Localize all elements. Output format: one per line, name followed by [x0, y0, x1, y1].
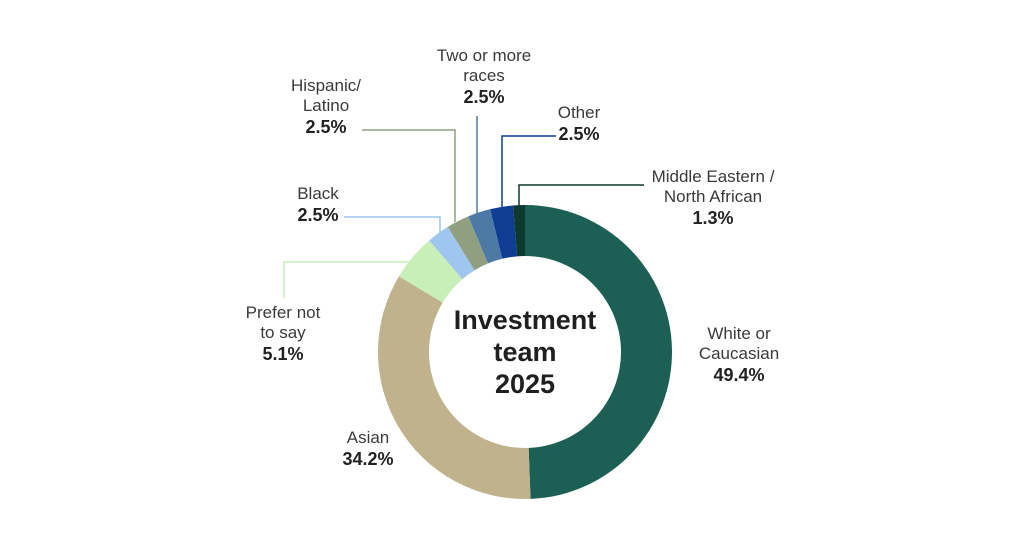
slice-label-hispanic-latino-line-2: Latino — [303, 96, 349, 115]
leader-line-other — [501, 135, 556, 208]
slice-label-other-line-1: Other — [558, 103, 601, 122]
donut-slices — [377, 205, 672, 499]
leader-lines — [283, 116, 644, 298]
leader-line-black — [344, 216, 441, 240]
leader-line-hispanic-latino — [362, 129, 456, 222]
slice-value-two-or-more-races: 2.5% — [463, 87, 504, 107]
slice-label-two-or-more-races-line-1: Two or more — [437, 46, 531, 65]
center-label-line-3: 2025 — [495, 369, 555, 399]
center-label-line-2: team — [493, 337, 556, 367]
slice-label-white-or-caucasian-line-2: Caucasian — [699, 344, 779, 363]
slice-label-asian-line-1: Asian — [347, 428, 390, 447]
leader-line-prefer-not-to-say — [283, 261, 418, 298]
slice-label-middle-eastern-north-african-line-1: Middle Eastern / — [652, 167, 775, 186]
slice-other — [490, 205, 518, 259]
slice-value-other: 2.5% — [558, 124, 599, 144]
slice-label-prefer-not-to-say-line-1: Prefer not — [246, 303, 321, 322]
slice-value-black: 2.5% — [297, 205, 338, 225]
slice-value-hispanic-latino: 2.5% — [305, 117, 346, 137]
slice-label-black-line-1: Black — [297, 184, 339, 203]
center-label-line-1: Investment — [454, 305, 597, 335]
slice-label-white-or-caucasian-line-1: White or — [707, 324, 771, 343]
slice-value-prefer-not-to-say: 5.1% — [262, 344, 303, 364]
slice-value-white-or-caucasian: 49.4% — [713, 365, 764, 385]
slice-hispanic-latino — [447, 216, 488, 271]
slice-two-or-more-races — [468, 209, 503, 264]
leader-line-middle-eastern-north-african — [518, 184, 644, 208]
slice-prefer-not-to-say — [398, 240, 463, 303]
slice-value-asian: 34.2% — [342, 449, 393, 469]
slice-middle-eastern-north-african — [513, 205, 525, 257]
slice-asian — [377, 276, 531, 499]
slice-label-prefer-not-to-say-line-2: to say — [260, 323, 306, 342]
slice-label-two-or-more-races-line-2: races — [463, 66, 505, 85]
slice-label-middle-eastern-north-african-line-2: North African — [664, 187, 762, 206]
slice-value-middle-eastern-north-african: 1.3% — [692, 208, 733, 228]
slice-label-hispanic-latino-line-1: Hispanic/ — [291, 76, 361, 95]
slice-white-or-caucasian — [525, 205, 672, 499]
